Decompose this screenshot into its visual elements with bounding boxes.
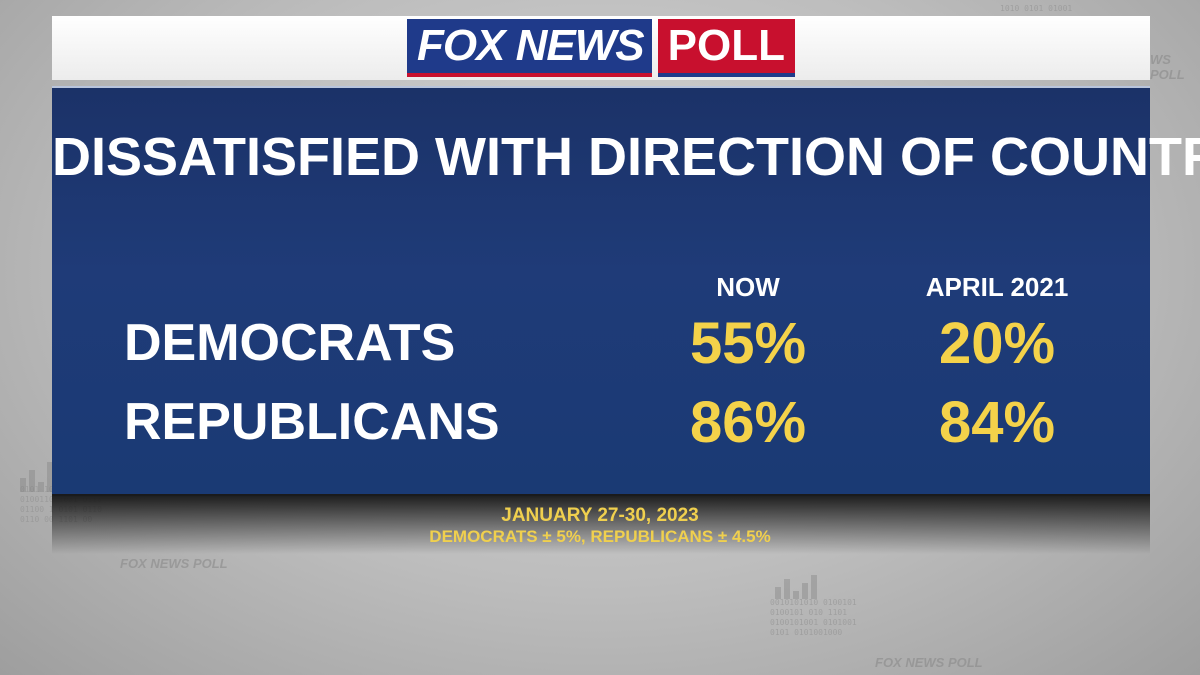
fox-news-poll-logo: FOX NEWS POLL [406,19,795,77]
value-republicans-april-2021: 84% [938,390,1056,455]
footer-shade [52,494,1150,554]
row-label-republicans: REPUBLICANS [124,393,500,451]
chart-title: DISSATISFIED WITH DIRECTION OF COUNTRY [52,127,1200,187]
poll-panel: DISSATISFIED WITH DIRECTION OF COUNTRY N… [52,86,1200,498]
value-democrats-now: 55% [689,311,807,376]
column-header-now: NOW [716,272,780,302]
background-logo: FOX NEWS POLL [875,655,983,670]
value-republicans-now: 86% [689,390,807,455]
background-code-text: 1010 0101 01001 [1000,4,1073,13]
fox-news-logo: FOX NEWS [406,19,652,77]
poll-logo: POLL [657,19,795,77]
background-bars [775,575,817,599]
value-democrats-april-2021: 20% [938,311,1056,376]
poll-date: JANUARY 27-30, 2023 [501,505,699,526]
background-logo: FOX NEWS POLL [120,556,228,571]
background-code-text: 0010101010 0100101 0100101 010 1101 010010… [770,598,857,637]
margin-of-error: DEMOCRATS ± 5%, REPUBLICANS ± 4.5% [429,527,771,546]
column-header-april-2021: APRIL 2021 [925,272,1069,302]
header-bar: FOX NEWS POLL [52,16,1150,80]
background-logo: WS POLL [1150,52,1185,82]
row-label-democrats: DEMOCRATS [124,314,456,372]
